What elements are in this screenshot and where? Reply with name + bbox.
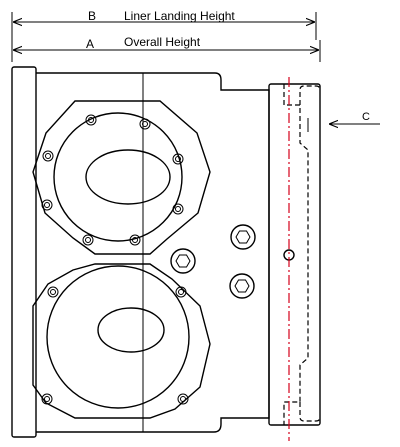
dimension-b-letter: B [88,9,96,23]
dimension-a-label: Overall Height [124,35,201,49]
hex-plug-lower [229,273,255,299]
hex-plug-upper [230,224,256,250]
dimension-b: B Liner Landing Height [11,9,317,40]
dimension-b-label: Liner Landing Height [124,9,235,23]
liner-section [268,83,321,426]
lower-bolt-holes [41,286,189,405]
callout-c: C [329,111,380,124]
callout-c-letter: C [362,111,370,123]
upper-bolt-holes [41,114,184,246]
dimension-a: A Overall Height [11,35,321,62]
hex-plug-center [170,248,196,274]
lower-port-flange [32,263,211,419]
upper-port-flange [32,100,211,255]
left-flange [11,66,37,438]
dimension-a-letter: A [86,37,94,51]
liner-hidden-profile [283,84,321,425]
